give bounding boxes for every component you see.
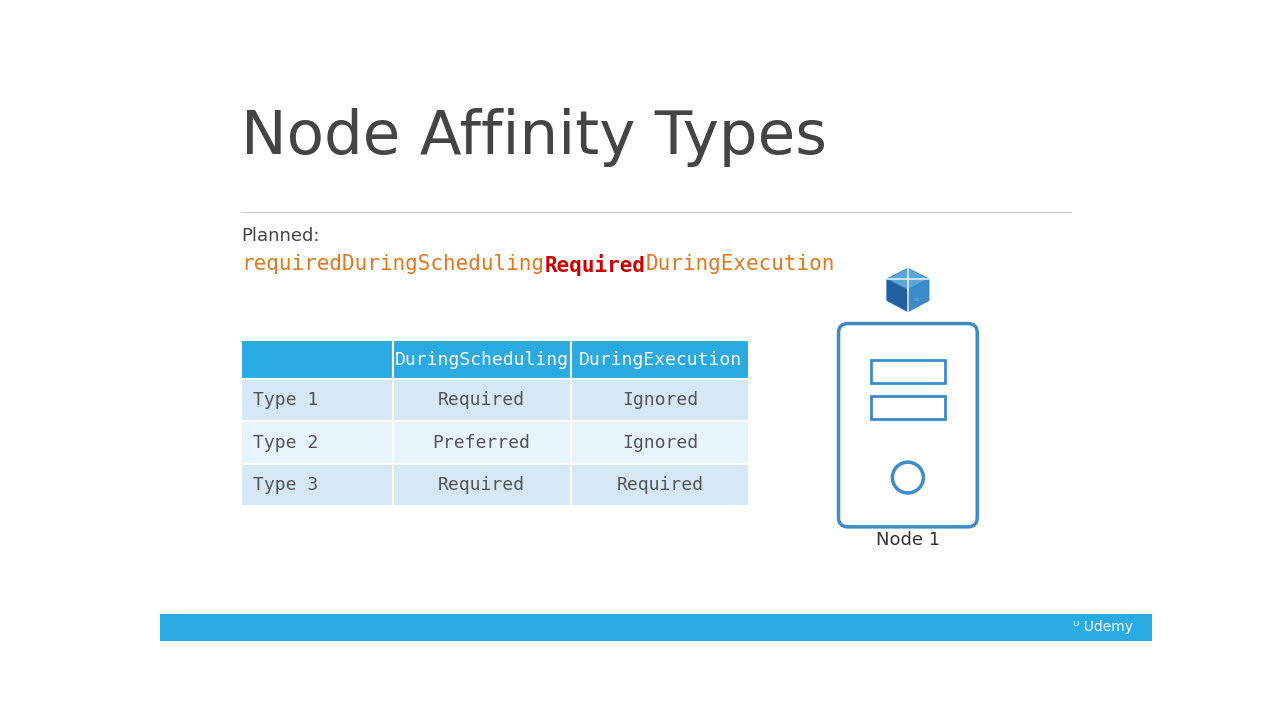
Polygon shape (887, 268, 929, 290)
Bar (913, 297, 919, 302)
Text: Node Affinity Types: Node Affinity Types (242, 108, 827, 167)
Text: Ignored: Ignored (622, 391, 698, 409)
Bar (571, 421, 749, 464)
FancyBboxPatch shape (838, 323, 977, 527)
Bar (242, 464, 393, 506)
Text: DuringExecution: DuringExecution (645, 254, 835, 274)
Bar (242, 341, 393, 379)
Text: requiredDuringScheduling: requiredDuringScheduling (242, 254, 544, 274)
Bar (571, 464, 749, 506)
Bar (393, 379, 571, 421)
Bar (571, 341, 749, 379)
Text: Required: Required (617, 476, 704, 494)
Text: Required: Required (438, 476, 525, 494)
Bar (242, 379, 393, 421)
Text: Planned:: Planned: (242, 228, 320, 246)
Text: ᵁ Udemy: ᵁ Udemy (1073, 621, 1133, 634)
Text: Ignored: Ignored (622, 433, 698, 451)
Bar (160, 614, 1152, 641)
Bar (393, 341, 571, 379)
Bar (393, 464, 571, 506)
Text: Type 2: Type 2 (253, 433, 319, 451)
Bar (870, 396, 945, 419)
Polygon shape (887, 279, 908, 312)
Text: Required: Required (544, 254, 645, 276)
Text: Preferred: Preferred (433, 433, 531, 451)
Bar (571, 379, 749, 421)
Circle shape (892, 462, 923, 493)
Text: Type 3: Type 3 (253, 476, 319, 494)
Text: Type 1: Type 1 (253, 391, 319, 409)
Text: DuringExecution: DuringExecution (579, 351, 741, 369)
Text: DuringScheduling: DuringScheduling (394, 351, 568, 369)
Bar (242, 421, 393, 464)
Bar (870, 360, 945, 383)
Polygon shape (908, 279, 929, 312)
Bar (393, 421, 571, 464)
Text: Node 1: Node 1 (876, 531, 940, 549)
Text: Required: Required (438, 391, 525, 409)
